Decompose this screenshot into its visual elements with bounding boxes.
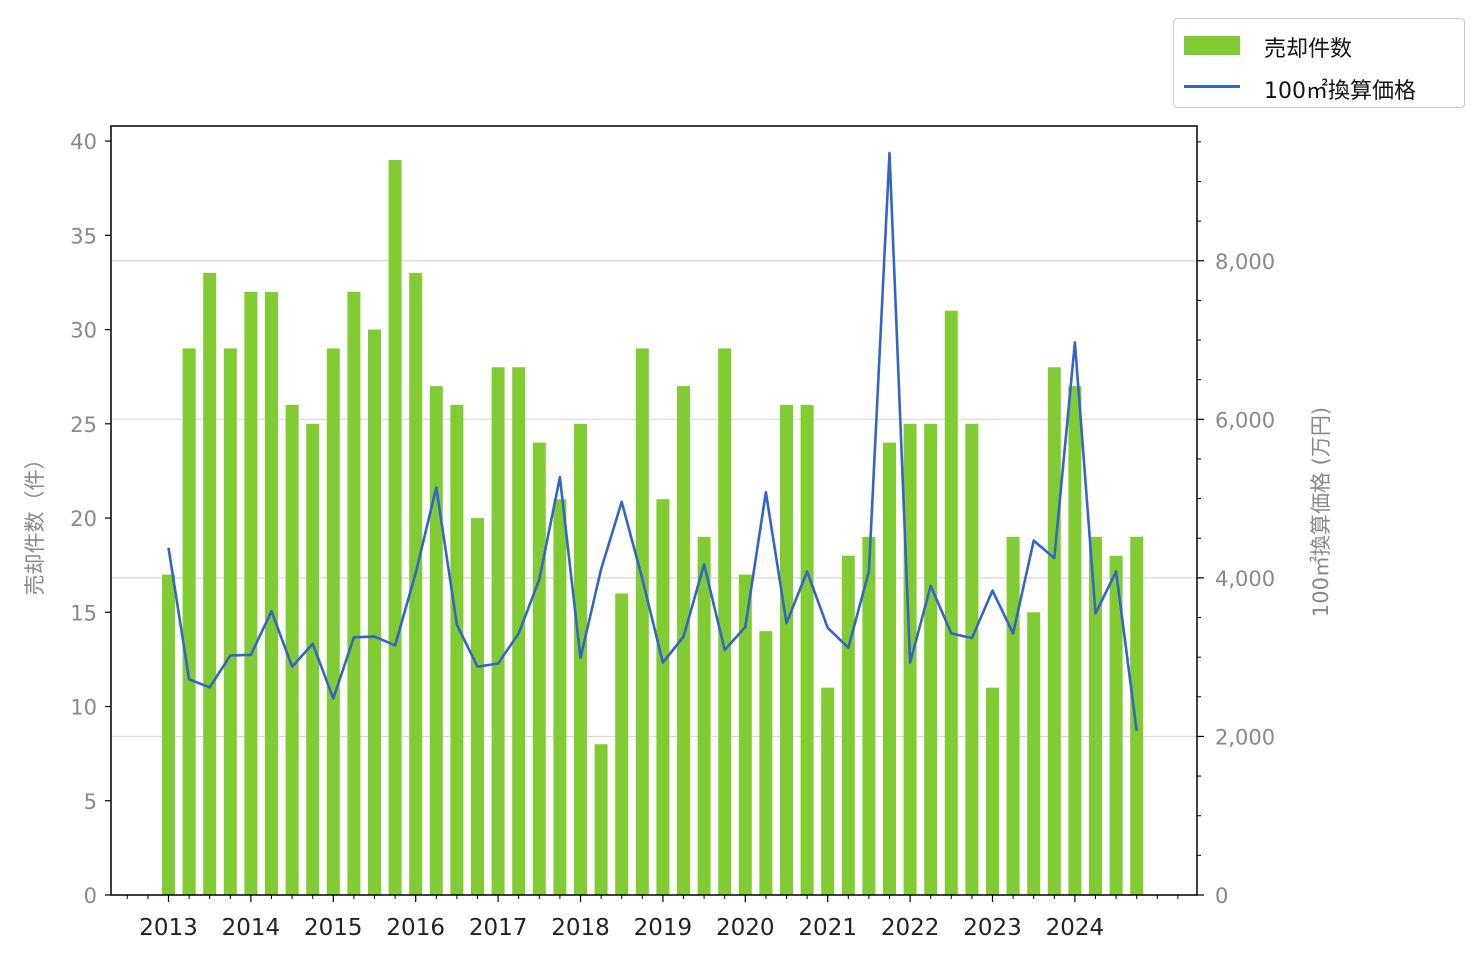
bar [223,348,237,895]
x-tick-label: 2017 [469,915,528,941]
bar [285,404,299,895]
bar [203,273,217,895]
bar [780,404,793,895]
y-left-tick-label: 40 [70,130,97,154]
y-left-tick-label: 15 [70,601,97,625]
bar [883,442,896,895]
y-axis-right-label: 100㎡換算価格 (万円) [1309,407,1333,617]
bar [347,291,361,895]
bar [532,442,546,895]
line-series [167,151,1138,732]
bar [162,574,175,895]
bar-series [162,159,1144,896]
y-right-tick-label: 4,000 [1215,567,1275,591]
bar [1047,367,1061,896]
y-left-tick-label: 20 [70,507,97,531]
bar [491,367,505,896]
bar [656,499,670,895]
bar [553,499,567,895]
plot-frame [110,125,1198,896]
y-left-tick-label: 30 [70,319,97,343]
bar [388,159,402,896]
x-tick-label: 2021 [798,915,857,941]
y-left-tick-label: 5 [84,790,97,814]
y-left-tick-label: 25 [70,413,97,437]
x-tick-label: 2018 [551,915,610,941]
legend-bar-label: 売却件数 [1264,37,1353,62]
legend-bar-swatch [1184,36,1240,55]
bar [615,593,629,895]
bar [409,273,423,895]
bar [306,423,320,895]
bar [471,518,484,895]
bar [182,348,196,895]
bar [1068,386,1082,895]
bar [986,687,999,895]
legend-item-line: 100㎡換算価格 [1174,69,1464,104]
x-tick-label: 2014 [222,915,281,941]
bar [821,687,835,895]
y-right-tick-label: 0 [1215,884,1228,908]
legend-line-swatch [1184,85,1240,88]
bar [265,291,278,895]
bar [1109,555,1123,895]
y-right-tick-label: 2,000 [1215,725,1275,749]
x-tick-label: 2015 [304,915,363,941]
price-line [167,151,1138,732]
legend-line-label: 100㎡換算価格 [1264,79,1416,104]
bar [800,404,814,895]
bar [944,310,958,895]
x-tick-label: 2016 [386,915,445,941]
bar [718,348,732,895]
bar [635,348,649,895]
y-axis-left-label: 売却件数（件） [23,449,47,596]
bar [450,404,464,895]
bar [1089,536,1102,895]
bar [738,574,752,895]
bar [924,423,938,895]
y-right-tick-label: 8,000 [1215,250,1275,274]
x-tick-label: 2020 [716,915,775,941]
axes: 0 5 10 15 20 25 30 35 40 0 2,000 4,000 6,000 8,000 201… [70,130,1275,941]
bar [1130,536,1144,895]
bar [841,555,855,895]
bar [697,536,711,895]
bar [759,631,773,895]
x-tick-label: 2019 [634,915,693,941]
bar [677,386,690,895]
x-tick-label: 2022 [881,915,940,941]
y-left-tick-label: 10 [70,696,97,720]
bar [965,423,979,895]
bar [429,386,443,895]
bar [862,536,876,895]
y-left-tick-label: 0 [84,884,97,908]
y-right-tick-label: 6,000 [1215,408,1275,432]
bar [244,291,258,895]
bar [594,744,608,895]
bar [368,329,381,895]
legend: 売却件数 100㎡換算価格 [1173,18,1465,108]
bar [1006,536,1020,895]
x-tick-label: 2023 [963,915,1022,941]
bar [326,348,340,895]
legend-item-bars: 売却件数 [1174,27,1464,62]
bar [574,423,587,895]
bar [1027,612,1041,895]
x-tick-label: 2024 [1046,915,1105,941]
x-tick-label: 2013 [139,915,198,941]
y-left-tick-label: 35 [70,224,97,248]
